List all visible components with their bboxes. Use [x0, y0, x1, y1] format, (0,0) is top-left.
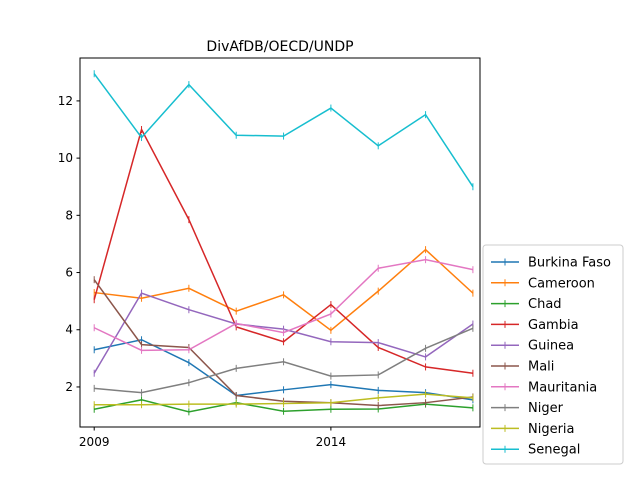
legend-label: Chad: [528, 297, 562, 312]
legend-item: Gambia: [491, 318, 579, 333]
legend-label: Gambia: [528, 318, 579, 333]
legend-item: Senegal: [491, 443, 580, 458]
legend-item: Chad: [491, 297, 562, 312]
y-tick-label: 12: [58, 94, 73, 108]
series-cameroon: [93, 246, 474, 334]
axes-frame: [79, 57, 481, 428]
legend-label: Mauritania: [528, 380, 597, 395]
legend-label: Senegal: [528, 443, 580, 458]
series-line: [93, 258, 474, 352]
series-mauritania: [93, 256, 474, 354]
y-tick-label: 4: [65, 323, 73, 337]
y-tick-label: 6: [65, 266, 73, 280]
plot-area: [93, 70, 474, 416]
chart-title: DivAfDB/OECD/UNDP: [206, 39, 353, 55]
series-gambia: [93, 126, 474, 377]
legend-label: Cameroon: [528, 276, 595, 291]
legend-item: Mali: [491, 360, 554, 375]
axes: 2 4 6 8 10 12 2009 2014: [58, 57, 481, 449]
legend-item: Mauritania: [491, 380, 597, 395]
series-nigeria: [93, 390, 474, 409]
legend-item: Nigeria: [491, 422, 575, 437]
legend-item: Burkina Faso: [491, 256, 611, 271]
series-line: [93, 127, 473, 374]
x-tick-label: 2009: [79, 435, 110, 449]
legend-item: Niger: [491, 401, 564, 416]
legend-box: [482, 244, 624, 465]
legend-label: Burkina Faso: [528, 256, 611, 271]
series-niger: [93, 324, 474, 397]
y-tick-label: 10: [58, 151, 73, 165]
legend-label: Niger: [528, 401, 564, 416]
legend-label: Mali: [528, 360, 554, 375]
y-tick-label: 2: [65, 380, 73, 394]
legend: Burkina Faso Cameroon Chad Gambia Guinea Mali…: [482, 244, 624, 465]
legend-item: Guinea: [491, 339, 574, 354]
legend-item: Cameroon: [491, 276, 595, 291]
y-tick-label: 8: [65, 208, 73, 222]
series-line: [93, 73, 474, 188]
legend-label: Guinea: [528, 339, 574, 354]
x-tick-label: 2014: [316, 435, 347, 449]
series-burkina-faso: [93, 336, 474, 404]
legend-label: Nigeria: [528, 422, 575, 437]
series-senegal: [93, 70, 474, 191]
